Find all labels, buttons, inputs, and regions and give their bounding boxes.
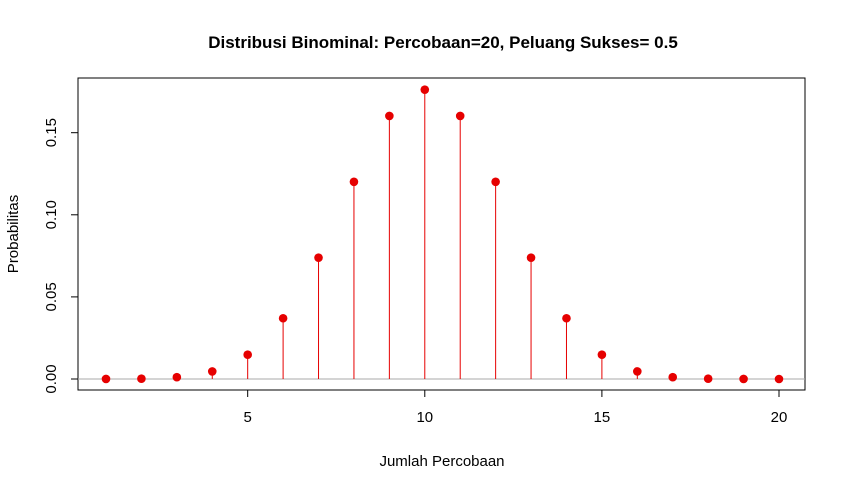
data-point bbox=[633, 367, 642, 376]
data-point bbox=[385, 111, 394, 121]
data-point bbox=[562, 313, 571, 323]
data-point bbox=[207, 367, 217, 376]
x-axis-label: Jumlah Percobaan bbox=[379, 453, 504, 470]
data-point bbox=[314, 253, 323, 262]
data-point bbox=[101, 374, 111, 384]
data-point bbox=[243, 350, 252, 359]
points bbox=[101, 85, 784, 384]
data-point bbox=[668, 372, 678, 382]
data-point bbox=[739, 374, 748, 384]
data-point bbox=[420, 85, 430, 94]
x-tick-label: 10 bbox=[416, 409, 433, 426]
data-point bbox=[774, 374, 784, 384]
y-tick-label: 0.10 bbox=[43, 200, 60, 229]
x-axis: 5 10 15 20 bbox=[244, 390, 788, 426]
y-tick-label: 0.15 bbox=[43, 118, 60, 147]
x-tick-label: 20 bbox=[771, 409, 788, 426]
data-point bbox=[278, 313, 288, 323]
x-tick-label: 5 bbox=[244, 409, 252, 426]
data-point bbox=[349, 177, 359, 187]
data-point bbox=[597, 350, 607, 359]
y-axis-label: Probabilitas bbox=[5, 195, 22, 273]
data-point bbox=[491, 177, 500, 187]
y-axis: 0.00 0.05 0.10 0.15 bbox=[43, 118, 78, 394]
data-point bbox=[526, 253, 536, 262]
y-tick-label: 0.05 bbox=[43, 282, 60, 311]
chart-title: Distribusi Binominal: Percobaan=20, Pelu… bbox=[208, 33, 678, 52]
data-point bbox=[172, 372, 182, 382]
x-tick-label: 15 bbox=[594, 409, 611, 426]
stems bbox=[105, 89, 780, 379]
plot-frame bbox=[77, 77, 806, 391]
data-point bbox=[703, 374, 713, 384]
y-tick-label: 0.00 bbox=[43, 364, 60, 393]
data-point bbox=[455, 111, 465, 121]
data-point bbox=[137, 374, 146, 384]
